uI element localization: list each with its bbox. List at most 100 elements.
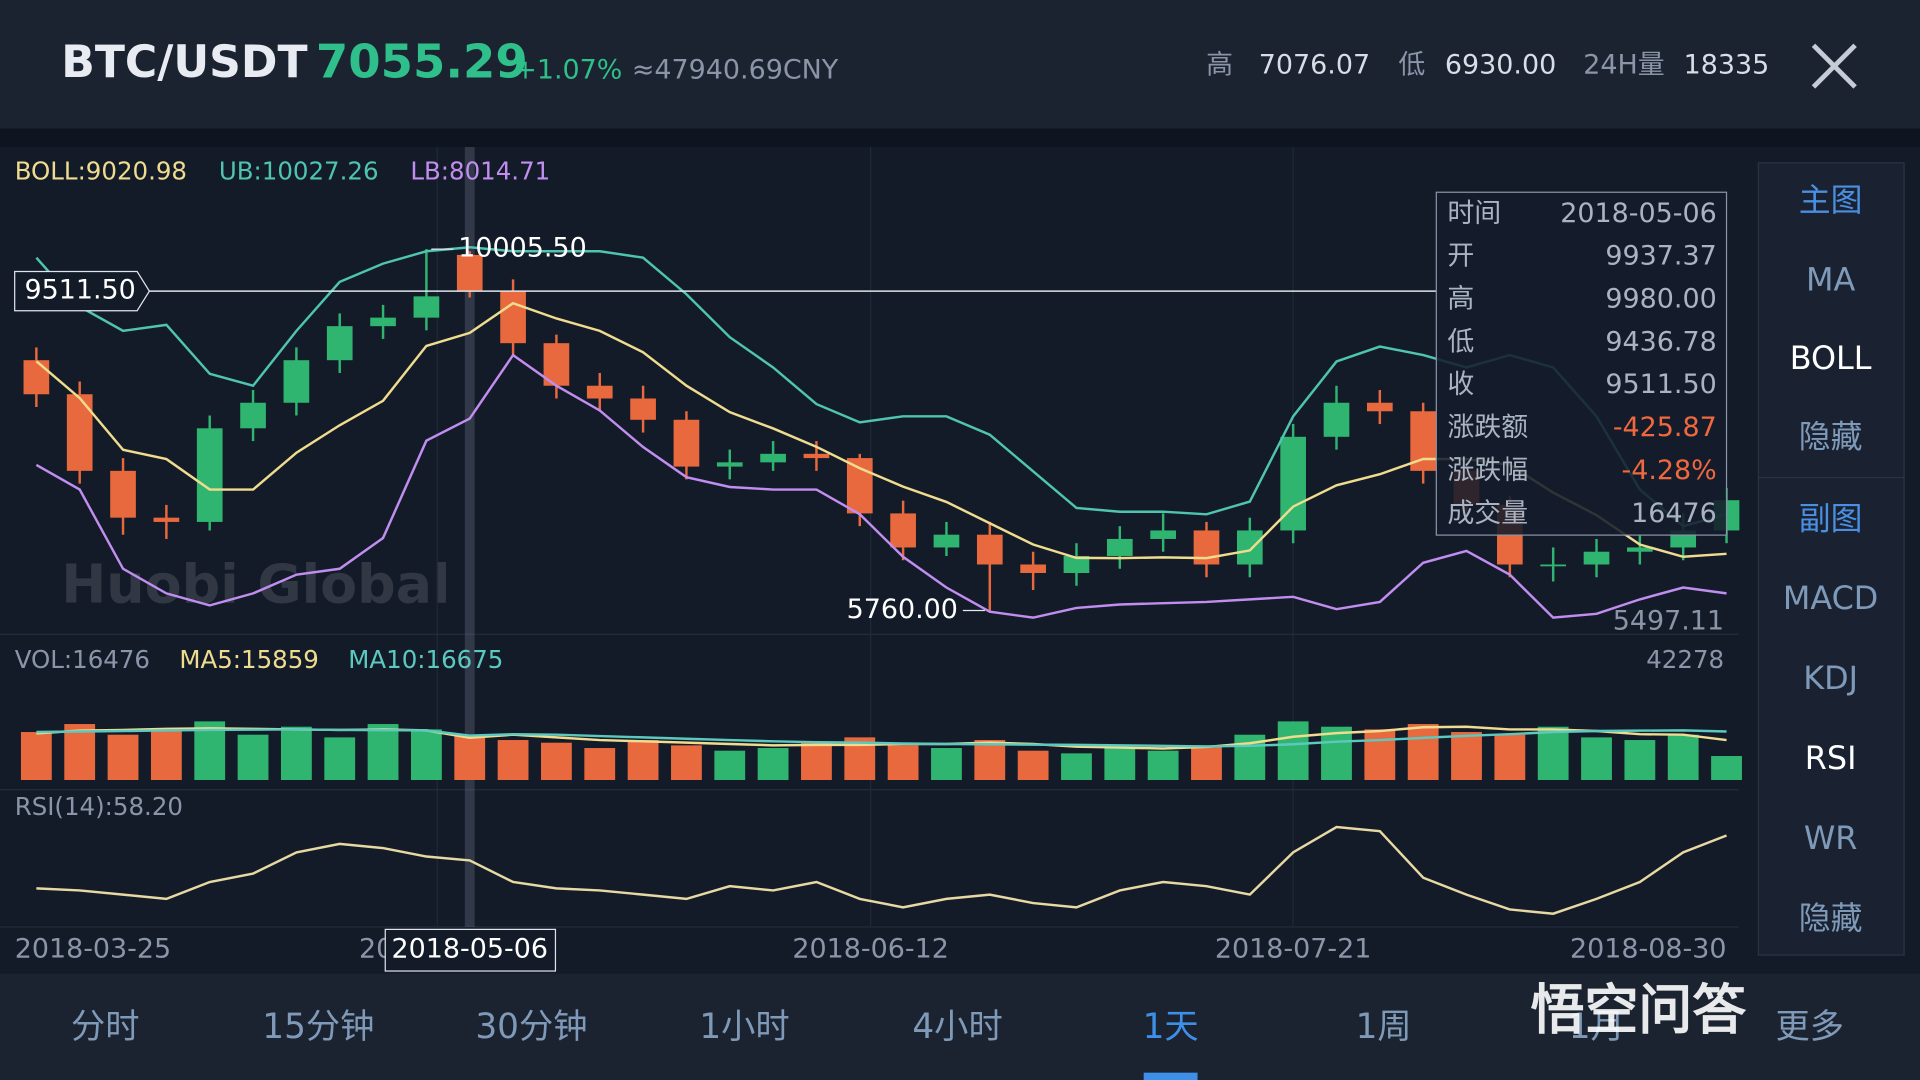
volume-bar xyxy=(20,732,52,780)
volume-bar xyxy=(1494,734,1526,780)
tab[interactable]: 30分钟 xyxy=(475,1007,587,1047)
tab[interactable]: 1小时 xyxy=(699,1007,789,1047)
volume-bar xyxy=(107,734,139,780)
candle-body xyxy=(1583,551,1610,565)
panel-title: VOL:16476 xyxy=(15,645,150,674)
tooltip-label: 开 xyxy=(1447,241,1474,272)
volume-bar xyxy=(367,724,399,780)
tooltip-label: 低 xyxy=(1447,326,1474,357)
menu-title: 主图 xyxy=(1799,181,1863,219)
tab-indicator xyxy=(1143,1072,1198,1080)
menu-item[interactable]: 隐藏 xyxy=(1799,899,1863,937)
candle-body xyxy=(1366,402,1393,412)
volume-bar xyxy=(454,736,486,780)
menu-item[interactable]: MA xyxy=(1806,261,1855,299)
candle-body xyxy=(23,360,50,395)
volume-bar xyxy=(541,742,572,780)
annotation-label: 5760.00 xyxy=(847,594,958,625)
menu-title: 副图 xyxy=(1799,499,1863,537)
candle-body xyxy=(1193,530,1220,565)
volume-bar xyxy=(1321,726,1352,780)
candle-body xyxy=(630,398,656,420)
tooltip-value: 9436.78 xyxy=(1605,326,1716,357)
candle-body xyxy=(1106,538,1133,556)
volume-bar xyxy=(1147,750,1179,780)
tooltip-value: 9980.00 xyxy=(1605,284,1716,315)
menu-item[interactable]: MACD xyxy=(1783,579,1878,617)
candle-body xyxy=(803,453,830,459)
volume-bar xyxy=(1364,729,1396,780)
volume-bar xyxy=(1624,740,1656,780)
tab[interactable]: 1天 xyxy=(1143,1007,1199,1047)
candle-body xyxy=(976,534,1003,565)
candle-body xyxy=(240,402,266,429)
tab[interactable]: 4小时 xyxy=(912,1007,1002,1047)
volume-ma-line xyxy=(36,728,1727,748)
candle-body xyxy=(1627,547,1653,552)
tab[interactable]: 1月 xyxy=(1569,1007,1625,1047)
volume-bar xyxy=(1017,750,1049,780)
menu-item[interactable]: BOLL xyxy=(1790,339,1872,377)
volume-bar xyxy=(1581,737,1612,780)
tooltip-value: -4.28% xyxy=(1621,455,1716,486)
menu-item[interactable]: KDJ xyxy=(1803,659,1858,697)
high: 7076.07 xyxy=(1259,50,1370,81)
candle-body xyxy=(326,326,353,361)
tab[interactable]: 更多 xyxy=(1776,1007,1845,1047)
candle-body xyxy=(413,296,440,318)
menu-item[interactable]: RSI xyxy=(1805,739,1857,777)
candle-body xyxy=(1236,530,1263,565)
crosshair-price: 9511.50 xyxy=(24,275,135,306)
close-button[interactable] xyxy=(1811,43,1857,89)
volume-bar xyxy=(150,729,182,780)
boll-line xyxy=(35,353,1727,619)
candle-body xyxy=(890,513,916,548)
volume-bar xyxy=(1277,721,1309,780)
watermark-2: 悟空问答 xyxy=(1531,979,1747,1042)
tab[interactable]: 分时 xyxy=(71,1007,140,1047)
overlay: BOLL:9020.98 UB:10027.26 LB:8014.71 10005.5… xyxy=(14,157,1878,1080)
side-panel xyxy=(1757,162,1905,956)
volume-bar xyxy=(1451,732,1482,780)
menu-item[interactable]: 隐藏 xyxy=(1799,417,1863,455)
crosshair-price-box xyxy=(14,270,151,312)
header-bar xyxy=(0,0,1920,129)
tab-bar xyxy=(0,973,1920,1080)
candle-body xyxy=(933,534,960,548)
candle-body xyxy=(370,317,396,327)
x-tick-label: 2018-03-25 xyxy=(15,934,171,965)
candle-body xyxy=(500,291,526,344)
candle-body xyxy=(586,385,613,399)
legend-entry: BOLL:9020.98 xyxy=(15,157,187,186)
candle-body xyxy=(760,453,786,463)
high-label: 高 xyxy=(1206,50,1233,81)
y-tick-label: 42278 xyxy=(1646,645,1724,674)
x-tick-label: 2018-06-12 xyxy=(792,934,948,965)
candle-body xyxy=(1020,564,1046,573)
candle-body xyxy=(66,394,93,471)
pair: BTC/USDT xyxy=(61,37,307,88)
candle-body xyxy=(1540,564,1567,567)
candle-body xyxy=(716,462,743,467)
tooltip-value: 9937.37 xyxy=(1605,241,1716,272)
candle-body xyxy=(456,254,483,292)
crosshair-date-box xyxy=(384,928,557,972)
tab[interactable]: 15分钟 xyxy=(262,1007,374,1047)
tab[interactable]: 1周 xyxy=(1356,1007,1412,1047)
annotation-label: 5497.11 xyxy=(1613,606,1724,637)
candle-body xyxy=(153,517,180,522)
low: 6930.00 xyxy=(1445,50,1556,81)
header-gap xyxy=(0,128,1920,147)
vol-label: 24H量 xyxy=(1583,50,1664,81)
crosshair-date: 2018-05-06 xyxy=(392,934,548,965)
candle-body xyxy=(1063,555,1090,573)
candle-body xyxy=(1150,530,1176,539)
volume-bar xyxy=(627,740,659,780)
menu-item[interactable]: WR xyxy=(1804,819,1858,857)
tooltip-label: 涨跌幅 xyxy=(1447,455,1528,486)
cny: ≈47940.69CNY xyxy=(632,55,839,86)
low-label: 低 xyxy=(1398,50,1425,81)
tooltip-box xyxy=(1435,191,1728,536)
